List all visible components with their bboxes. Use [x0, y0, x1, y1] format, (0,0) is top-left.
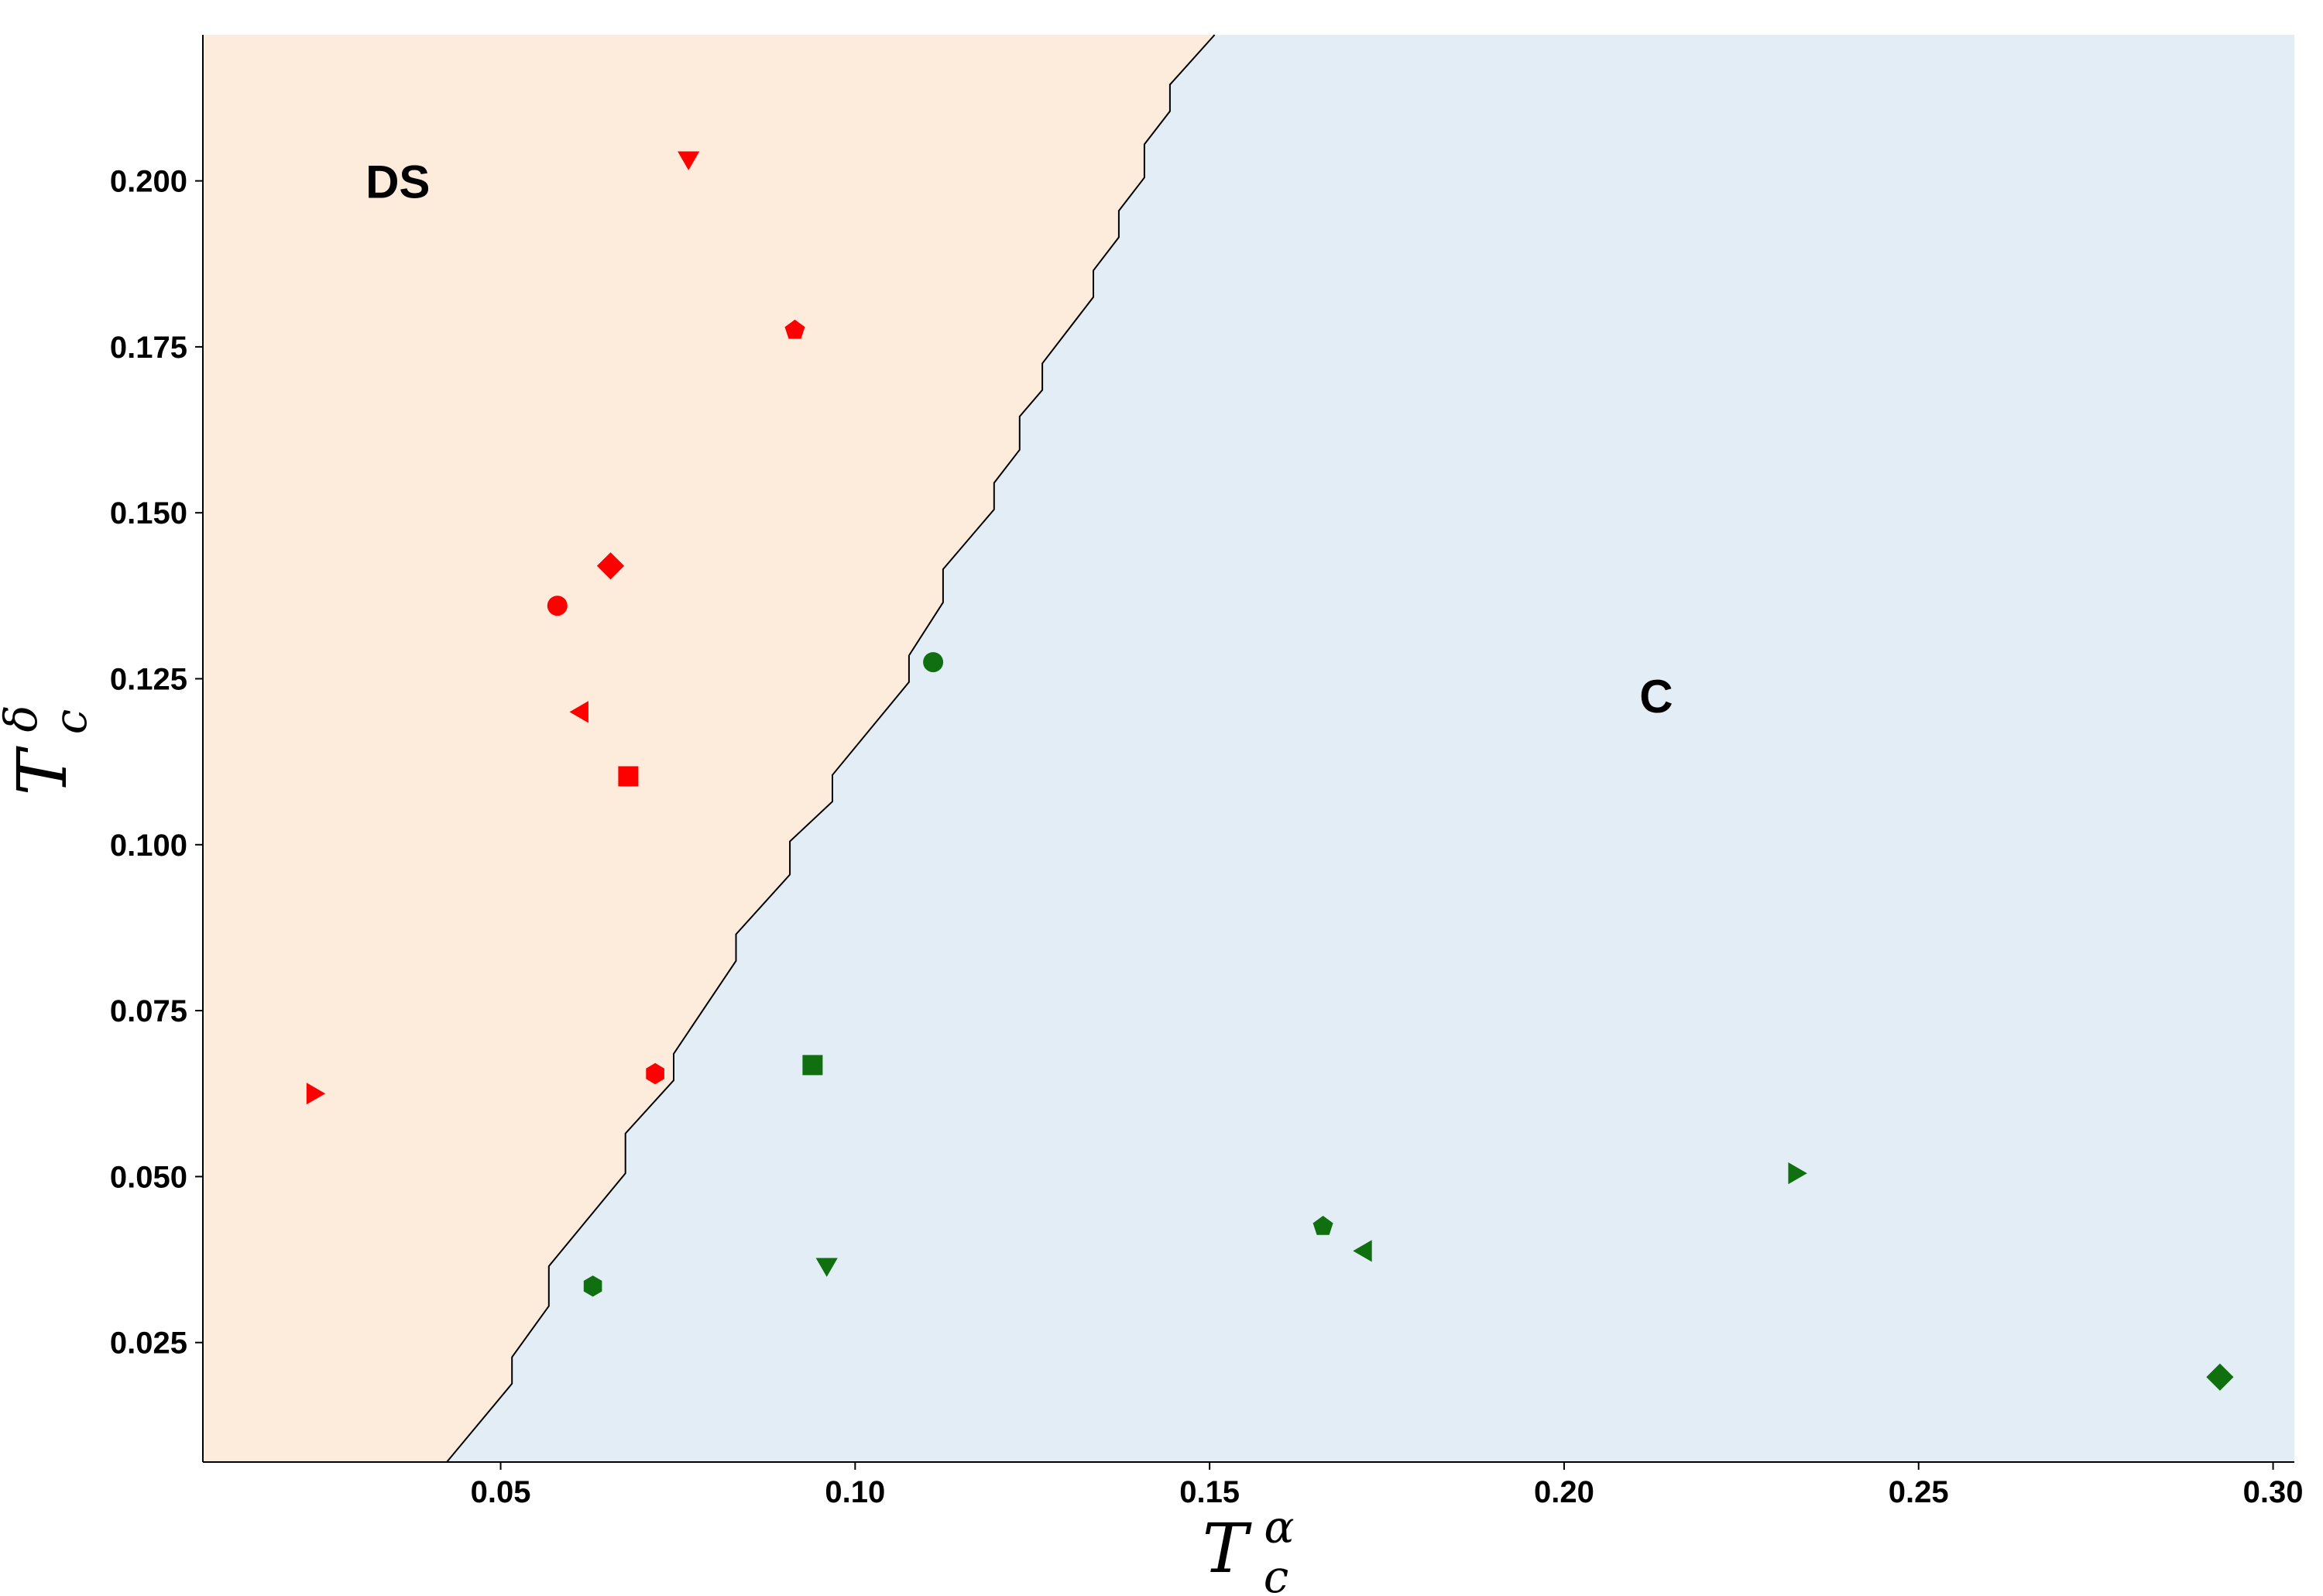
y-tick-label: 0.175	[110, 331, 187, 365]
x-tick-label: 0.30	[2243, 1475, 2304, 1509]
data-point-c-pentagon	[1312, 1216, 1333, 1235]
data-point-ds-circle	[547, 595, 568, 616]
axes: 0.05 0.10 0.15 0.20 0.25 0.30 0.025 0.050 0.075 0…	[0, 35, 2303, 1596]
data-point-c-triangle-left	[1353, 1240, 1372, 1262]
data-point-c-diamond	[2206, 1363, 2234, 1391]
x-tick-label: 0.25	[1889, 1475, 1949, 1509]
data-point-ds-triangle-right	[306, 1083, 326, 1105]
y-tick-label: 0.100	[110, 829, 187, 863]
svg-text:δ: δ	[0, 705, 47, 733]
svg-text:T: T	[1203, 1508, 1253, 1588]
x-tick-label: 0.10	[825, 1475, 885, 1509]
region-label-ds: DS	[365, 156, 430, 208]
data-point-ds-pentagon	[784, 319, 805, 339]
data-point-ds-diamond	[596, 552, 625, 580]
data-point-ds-hexagon	[646, 1062, 664, 1085]
data-point-c-triangle-right	[1788, 1162, 1807, 1185]
data-point-ds-triangle-down	[678, 151, 700, 170]
y-axis-title: Tδc	[0, 705, 97, 796]
plot-area	[203, 34, 2294, 1463]
data-point-c-hexagon	[583, 1275, 602, 1297]
svg-text:c: c	[44, 709, 97, 734]
x-tick-label: 0.20	[1534, 1475, 1594, 1509]
phase-boundary-line	[446, 34, 1216, 1463]
y-tick-label: 0.050	[110, 1160, 187, 1194]
data-point-c-triangle-down	[815, 1258, 838, 1277]
y-tick-label: 0.150	[110, 496, 187, 530]
x-tick-label: 0.05	[471, 1475, 531, 1509]
y-tick-label: 0.075	[110, 994, 187, 1028]
y-tick-label: 0.025	[110, 1327, 187, 1361]
y-tick-label: 0.200	[110, 165, 187, 199]
scatter-points	[306, 151, 2234, 1391]
svg-text:c: c	[1264, 1550, 1288, 1596]
region-labels: DS C	[365, 156, 1673, 722]
data-point-ds-triangle-left	[569, 701, 588, 723]
data-point-ds-square	[618, 766, 639, 787]
data-point-c-square	[802, 1055, 823, 1076]
svg-text:α: α	[1264, 1501, 1294, 1553]
data-point-c-circle	[923, 652, 944, 673]
x-tick-label: 0.15	[1179, 1475, 1240, 1509]
region-label-c: C	[1639, 671, 1673, 722]
y-tick-label: 0.125	[110, 662, 187, 696]
svg-text:T: T	[2, 745, 82, 795]
region-ds-fill	[203, 35, 1215, 1462]
